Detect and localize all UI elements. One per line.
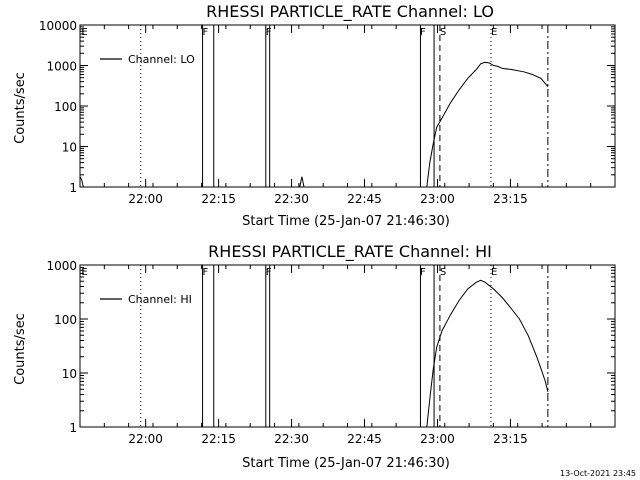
y-tick-label: 1000 xyxy=(46,259,77,273)
x-axis-label: Start Time (25-Jan-07 21:46:30) xyxy=(242,214,450,229)
event-marker-label: F xyxy=(266,27,272,38)
plot-frame xyxy=(79,24,616,188)
x-axis-label: Start Time (25-Jan-07 21:46:30) xyxy=(242,456,450,471)
y-tick-label: 100 xyxy=(54,313,77,327)
chart-title: RHESSI PARTICLE_RATE Channel: HI xyxy=(208,242,492,262)
x-tick-label: 22:00 xyxy=(128,192,163,206)
event-marker-label: F xyxy=(420,267,426,278)
y-tick-label: 100 xyxy=(54,100,77,114)
legend-entry: Channel: LO xyxy=(128,53,195,66)
event-marker-label: S xyxy=(440,27,446,38)
event-marker-label: F xyxy=(420,27,426,38)
event-marker-label: F xyxy=(203,267,209,278)
series-line xyxy=(426,279,549,428)
x-tick-label: 22:30 xyxy=(274,192,309,206)
y-tick-label: 10 xyxy=(62,367,77,381)
chart-panel-hi: RHESSI PARTICLE_RATE Channel: HI Counts/… xyxy=(13,242,616,471)
x-tick-label: 23:15 xyxy=(493,432,528,446)
x-tick-label: 22:45 xyxy=(347,192,382,206)
y-axis-label: Counts/sec xyxy=(13,313,28,385)
y-tick-label: 1 xyxy=(69,421,77,435)
plot-frame xyxy=(79,264,616,428)
event-marker-label: E xyxy=(81,267,87,278)
y-tick-label: 10 xyxy=(62,141,77,155)
legend: Channel: HI xyxy=(100,293,192,306)
y-tick-label: 1 xyxy=(69,181,77,195)
legend: Channel: LO xyxy=(100,53,195,66)
event-marker-label: F xyxy=(266,267,272,278)
x-tick-label: 22:15 xyxy=(201,432,236,446)
legend-entry: Channel: HI xyxy=(128,293,192,306)
x-tick-label: 23:15 xyxy=(493,192,528,206)
chart-title: RHESSI PARTICLE_RATE Channel: LO xyxy=(206,2,494,22)
event-marker-label: E xyxy=(81,27,87,38)
series-line xyxy=(79,61,549,188)
event-marker-label: E xyxy=(491,267,497,278)
x-tick-label: 22:15 xyxy=(201,192,236,206)
event-marker-label: F xyxy=(203,27,209,38)
x-tick-label: 23:00 xyxy=(420,432,455,446)
x-tick-label: 22:30 xyxy=(274,432,309,446)
x-tick-label: 22:45 xyxy=(347,432,382,446)
x-tick-label: 23:00 xyxy=(420,192,455,206)
y-tick-label: 10000 xyxy=(39,19,77,33)
footer-timestamp: 13-Oct-2021 23:45 xyxy=(560,469,636,478)
chart-panel-lo: RHESSI PARTICLE_RATE Channel: LO Counts/… xyxy=(13,2,616,229)
x-tick-label: 22:00 xyxy=(128,432,163,446)
event-marker-label: E xyxy=(491,27,497,38)
y-tick-label: 1000 xyxy=(46,60,77,74)
event-marker-label: S xyxy=(440,267,446,278)
y-axis-label: Counts/sec xyxy=(13,72,28,144)
